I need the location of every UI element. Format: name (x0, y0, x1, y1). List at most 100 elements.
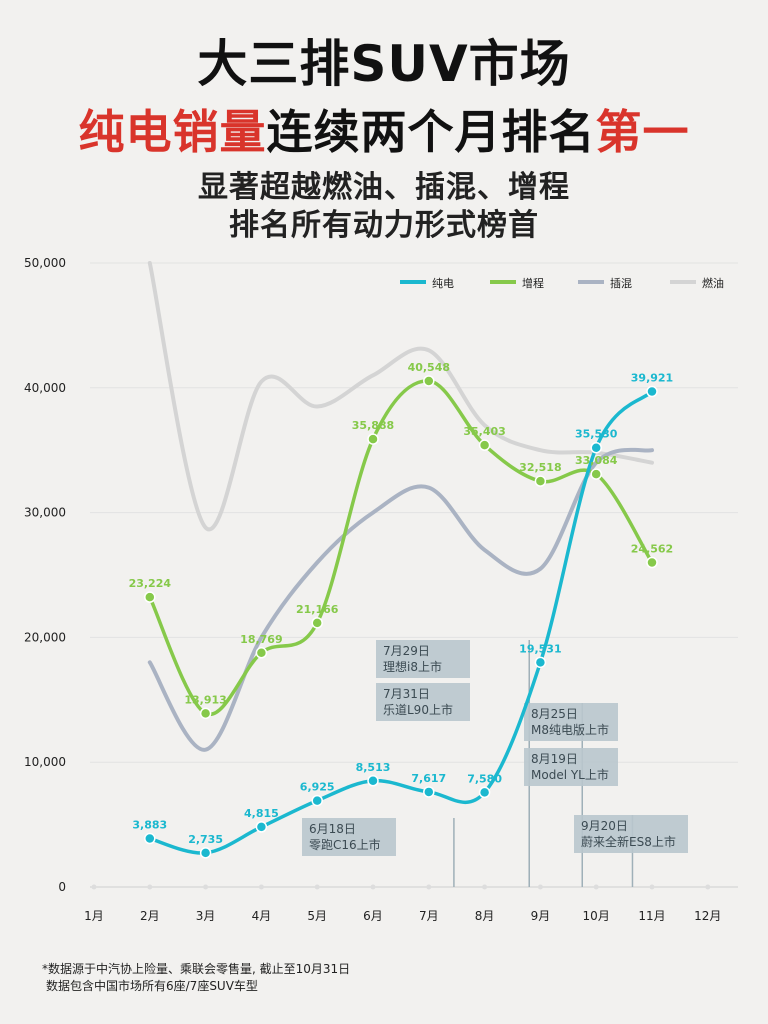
footnote-scope: 数据包含中国市场所有6座/7座SUV车型 (46, 979, 258, 993)
baseline-dot (258, 884, 264, 890)
title-highlight-bev-sales: 纯电销量 (78, 105, 267, 159)
data-label-erev: 13,913 (184, 693, 226, 706)
data-point-bev (534, 656, 547, 669)
x-tick-label: 4月 (252, 909, 272, 923)
data-label-bev: 7,617 (411, 772, 446, 785)
subtitle-line1: 显著超越燃油、插混、增程 (198, 170, 570, 205)
annotation-box (376, 683, 470, 721)
data-label-bev: 39,921 (631, 372, 673, 385)
data-point-erev (311, 617, 323, 629)
annotation-box (302, 818, 396, 856)
data-point-bev (423, 786, 435, 798)
legend-swatch-erev (490, 280, 516, 284)
data-point-bev (590, 441, 602, 454)
data-point-bev (311, 794, 323, 807)
y-tick-label: 20,000 (24, 630, 66, 644)
baseline-dot (370, 884, 376, 890)
data-point-bev (646, 385, 658, 398)
footnote-source: *数据源于中汽协上险量、乘联会零售量, 截止至10月31日 (42, 962, 351, 976)
title-middle-text: 连续两个月排名 (266, 105, 596, 159)
data-point-bev (367, 775, 379, 787)
annotation-text: 7月29日 (383, 644, 430, 658)
annotation-box (574, 815, 688, 853)
legend-label-phev: 插混 (610, 276, 632, 290)
data-point-erev (144, 591, 156, 603)
annotation-box (524, 703, 618, 741)
data-label-bev: 6,925 (300, 781, 335, 794)
x-tick-label: 8月 (475, 909, 495, 923)
x-tick-label: 12月 (694, 909, 721, 923)
annotation-text: Model YL上市 (531, 767, 609, 782)
data-label-bev: 8,513 (356, 761, 391, 774)
baseline-dot (649, 884, 655, 890)
data-point-erev (199, 707, 212, 720)
baseline-dot (314, 884, 320, 890)
legend-swatch-phev (578, 280, 604, 284)
x-tick-label: 9月 (531, 909, 551, 923)
data-label-bev: 3,883 (132, 819, 167, 832)
data-label-erev: 21,166 (296, 603, 339, 616)
x-tick-label: 7月 (419, 909, 439, 923)
y-tick-label: 30,000 (24, 506, 66, 520)
baseline-dot (537, 884, 543, 890)
annotation-text: 理想i8上市 (383, 659, 442, 674)
data-label-erev: 35,888 (352, 419, 394, 432)
data-label-bev: 35,530 (575, 428, 618, 441)
data-label-erev: 40,548 (408, 361, 450, 374)
data-label-bev: 2,735 (188, 833, 223, 846)
annotation-box (376, 640, 470, 678)
data-point-bev (478, 786, 491, 799)
annotation-text: 8月19日 (531, 752, 578, 766)
subtitle-line2: 排名所有动力形式榜首 (229, 208, 539, 243)
data-label-erev: 23,224 (129, 577, 172, 590)
page-title: 大三排SUV市场 (197, 35, 571, 93)
data-label-erev: 24,562 (631, 543, 673, 556)
series-line-phev (147, 447, 654, 752)
data-label-erev: 32,518 (519, 461, 561, 474)
legend-swatch-bev (400, 280, 426, 284)
x-tick-label: 11月 (638, 909, 665, 923)
legend-label-ice: 燃油 (702, 276, 724, 290)
legend-swatch-ice (670, 280, 696, 284)
x-tick-label: 10月 (583, 909, 610, 923)
data-point-erev (590, 468, 602, 480)
series-line-ice (147, 261, 654, 532)
annotation-text: 9月20日 (581, 819, 628, 833)
annotation-text: 蔚来全新ES8上市 (581, 834, 676, 849)
legend-label-erev: 增程 (522, 276, 544, 290)
data-point-erev (367, 433, 379, 445)
series-line-bev (148, 389, 654, 855)
data-point-erev (478, 439, 491, 451)
baseline-dot (203, 884, 209, 890)
annotation-text: 乐道L90上市 (383, 702, 453, 717)
annotation-text: 零跑C16上市 (309, 837, 381, 852)
baseline-dot (593, 884, 599, 890)
data-label-erev: 33,084 (575, 454, 618, 467)
data-label-erev: 35,403 (463, 425, 505, 438)
x-tick-label: 3月 (196, 909, 216, 923)
data-point-bev (144, 832, 156, 845)
data-point-erev (646, 556, 658, 569)
legend-label-bev: 纯电 (432, 277, 454, 290)
data-point-erev (534, 475, 547, 487)
data-point-erev (255, 647, 268, 659)
data-point-bev (199, 847, 212, 859)
baseline-dot (426, 884, 432, 890)
y-tick-label: 0 (58, 880, 66, 894)
x-tick-label: 5月 (307, 909, 327, 923)
page-title-line2: 纯电销量连续两个月排名第一 (0, 96, 768, 162)
annotation-text: 6月18日 (309, 822, 356, 836)
y-tick-label: 40,000 (24, 381, 66, 395)
title-highlight-first: 第一 (595, 105, 690, 159)
baseline-dot (91, 884, 97, 890)
baseline-dot (147, 884, 153, 890)
data-point-erev (423, 375, 435, 387)
x-tick-label: 6月 (363, 909, 383, 923)
baseline-dot (482, 884, 488, 890)
data-label-erev: 18,769 (240, 633, 282, 646)
y-tick-label: 50,000 (24, 256, 66, 270)
x-tick-label: 1月 (84, 909, 104, 923)
baseline-dot (705, 884, 711, 890)
annotation-text: 7月31日 (383, 687, 430, 701)
annotation-box (524, 748, 618, 786)
